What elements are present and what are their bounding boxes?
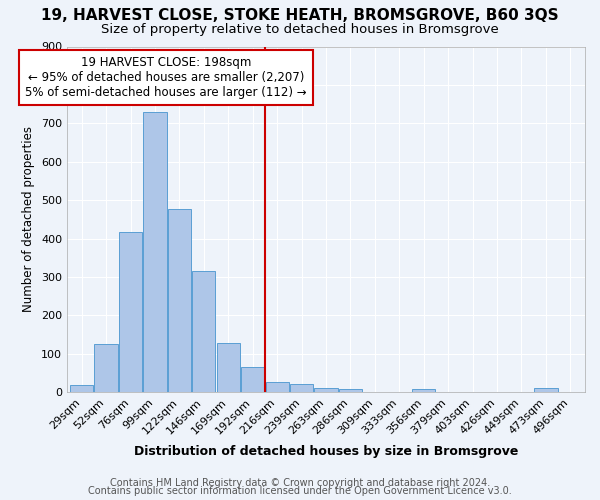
Y-axis label: Number of detached properties: Number of detached properties [22, 126, 35, 312]
Bar [266, 382, 289, 392]
Text: Contains HM Land Registry data © Crown copyright and database right 2024.: Contains HM Land Registry data © Crown c… [110, 478, 490, 488]
Bar [192, 272, 215, 392]
Text: Contains public sector information licensed under the Open Government Licence v3: Contains public sector information licen… [88, 486, 512, 496]
Bar [241, 368, 264, 392]
Bar [290, 384, 313, 392]
X-axis label: Distribution of detached houses by size in Bromsgrove: Distribution of detached houses by size … [134, 444, 518, 458]
Bar [168, 208, 191, 392]
Bar [70, 386, 93, 392]
Bar [314, 388, 338, 392]
Text: 19, HARVEST CLOSE, STOKE HEATH, BROMSGROVE, B60 3QS: 19, HARVEST CLOSE, STOKE HEATH, BROMSGRO… [41, 8, 559, 22]
Bar [217, 343, 240, 392]
Bar [119, 232, 142, 392]
Bar [143, 112, 167, 392]
Bar [534, 388, 557, 392]
Text: Size of property relative to detached houses in Bromsgrove: Size of property relative to detached ho… [101, 22, 499, 36]
Bar [94, 344, 118, 393]
Bar [412, 390, 436, 392]
Bar [339, 390, 362, 392]
Text: 19 HARVEST CLOSE: 198sqm
← 95% of detached houses are smaller (2,207)
5% of semi: 19 HARVEST CLOSE: 198sqm ← 95% of detach… [25, 56, 307, 99]
